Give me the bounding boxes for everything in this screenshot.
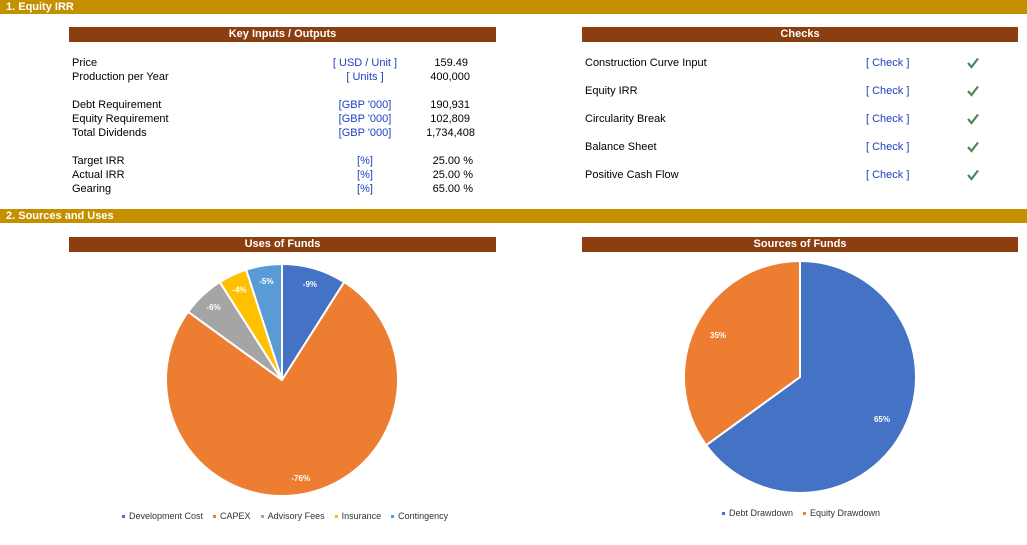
data-label: -5%: [259, 277, 273, 286]
row-label: Debt Requirement: [72, 99, 162, 111]
key-inputs-header: Key Inputs / Outputs: [69, 27, 496, 42]
row-value: 102,809: [430, 113, 470, 125]
legend-marker-icon: [122, 515, 125, 519]
sources-of-funds-legend: Debt Drawdown Equity Drawdown: [722, 508, 890, 518]
row-unit: [GBP '000]: [338, 113, 392, 125]
legend-item: CAPEX: [213, 511, 251, 521]
data-label: -76%: [291, 474, 310, 483]
check-mark-icon: [967, 169, 979, 181]
legend-marker-icon: [391, 515, 395, 519]
row-unit: [%]: [357, 183, 373, 195]
sources-of-funds-header: Sources of Funds: [582, 237, 1018, 252]
check-mark-icon: [967, 57, 979, 69]
row-label: Production per Year: [72, 71, 169, 83]
data-label: 35%: [710, 331, 726, 340]
row-value[interactable]: 400,000: [430, 71, 470, 83]
row-value: 1,734,408: [426, 127, 475, 139]
check-label: Positive Cash Flow: [585, 169, 679, 181]
row-unit: [ USD / Unit ]: [332, 57, 398, 69]
row-unit: [GBP '000]: [338, 99, 392, 111]
legend-label: Advisory Fees: [267, 511, 325, 521]
row-value: 65.00 %: [432, 183, 473, 195]
row-value[interactable]: 25.00 %: [432, 155, 473, 167]
row-unit: [%]: [357, 169, 373, 181]
row-unit: [GBP '000]: [338, 127, 392, 139]
legend-marker-icon: [803, 512, 807, 516]
row-label: Gearing: [72, 183, 112, 195]
check-link[interactable]: [ Check ]: [866, 113, 910, 125]
legend-marker-icon: [213, 515, 217, 519]
check-mark-icon: [967, 141, 979, 153]
uses-of-funds-pie-chart: -9% -76% -6% -4% -5%: [165, 262, 399, 497]
legend-item: Debt Drawdown: [722, 508, 793, 518]
section-header-equity-irr: 1. Equity IRR: [0, 0, 1027, 14]
legend-label: Development Cost: [129, 511, 204, 521]
data-label: -9%: [303, 280, 317, 289]
uses-of-funds-legend: Development Cost CAPEX Advisory Fees Insura…: [122, 511, 458, 521]
row-label: Price: [72, 57, 98, 69]
row-value: 25.00 %: [432, 169, 473, 181]
data-label: -6%: [206, 303, 220, 312]
legend-marker-icon: [334, 515, 338, 519]
check-label: Construction Curve Input: [585, 57, 707, 69]
legend-marker-icon: [260, 515, 264, 519]
row-label: Target IRR: [72, 155, 125, 167]
check-label: Equity IRR: [585, 85, 638, 97]
check-link[interactable]: [ Check ]: [866, 85, 910, 97]
check-link[interactable]: [ Check ]: [866, 169, 910, 181]
row-value: 190,931: [430, 99, 470, 111]
legend-item: Contingency: [391, 511, 448, 521]
data-label: 65%: [874, 415, 890, 424]
legend-label: Equity Drawdown: [810, 508, 881, 518]
pie-slice-equity-drawdown: [683, 259, 801, 447]
check-label: Circularity Break: [585, 113, 666, 125]
check-label: Balance Sheet: [585, 141, 657, 153]
uses-of-funds-header: Uses of Funds: [69, 237, 496, 252]
checks-header: Checks: [582, 27, 1018, 42]
section-title: 2. Sources and Uses: [6, 210, 114, 222]
check-link[interactable]: [ Check ]: [866, 141, 910, 153]
pie-slice-contingency: [244, 262, 283, 381]
pie-slice-capex: [165, 280, 399, 497]
check-mark-icon: [967, 85, 979, 97]
sources-of-funds-pie-chart: 65% 35%: [683, 259, 917, 494]
section-header-sources-uses: 2. Sources and Uses: [0, 209, 1027, 223]
legend-marker-icon: [722, 512, 725, 516]
legend-item: Equity Drawdown: [803, 508, 880, 518]
pie-slice-debt-drawdown: [704, 259, 917, 494]
legend-label: Insurance: [341, 511, 382, 521]
check-link[interactable]: [ Check ]: [866, 57, 910, 69]
check-mark-icon: [967, 113, 979, 125]
row-label: Equity Requirement: [72, 113, 169, 125]
row-label: Total Dividends: [72, 127, 147, 139]
legend-item: Advisory Fees: [260, 511, 325, 521]
row-label: Actual IRR: [72, 169, 125, 181]
row-unit: [ Units ]: [346, 71, 384, 83]
row-value[interactable]: 159.49: [434, 57, 468, 69]
data-label: -4%: [232, 286, 246, 295]
row-unit: [%]: [357, 155, 373, 167]
legend-label: Contingency: [398, 511, 449, 521]
legend-label: Debt Drawdown: [729, 508, 794, 518]
section-title: 1. Equity IRR: [6, 1, 74, 13]
legend-label: CAPEX: [220, 511, 251, 521]
legend-item: Insurance: [334, 511, 382, 521]
legend-item: Development Cost: [122, 511, 203, 521]
